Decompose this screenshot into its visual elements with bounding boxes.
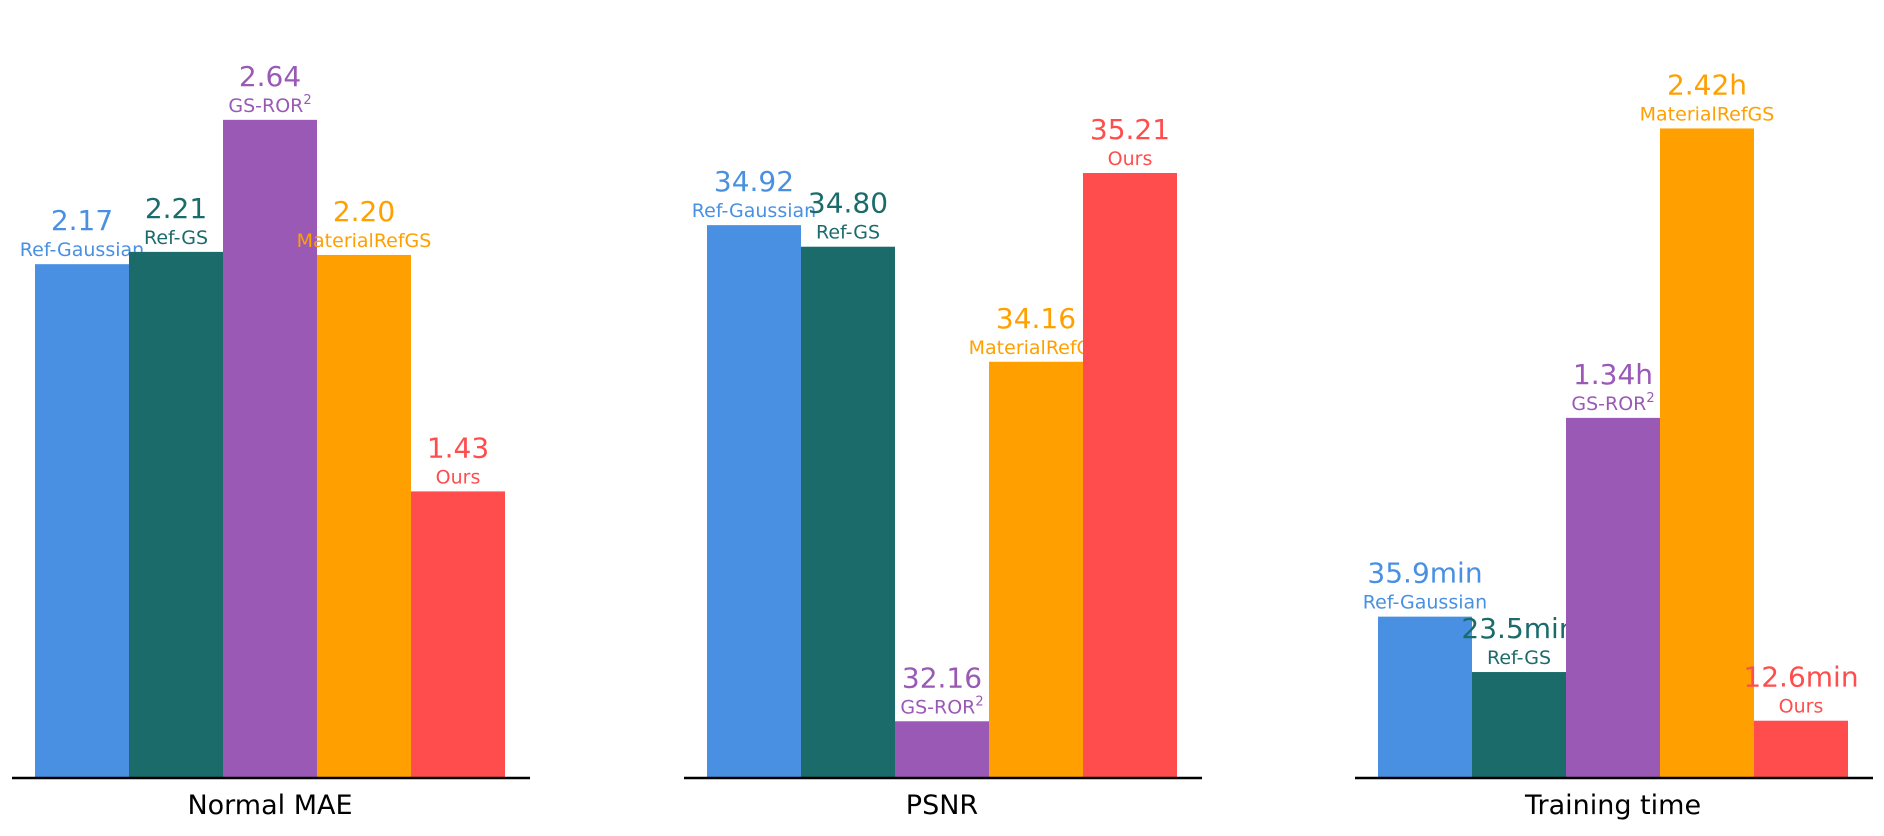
bar-ours	[1754, 720, 1848, 777]
x-axis-label: Training time	[1524, 790, 1701, 821]
method-name: GS-ROR	[1571, 393, 1646, 415]
bar-method-label: MaterialRefGS	[1640, 103, 1775, 125]
bar-materialrefgs	[989, 361, 1083, 777]
bar-value-label: 2.21	[145, 192, 207, 225]
bar-materialrefgs	[317, 254, 411, 778]
method-name: Ref-GS	[144, 227, 208, 249]
bar-value-label: 35.9min	[1367, 557, 1482, 590]
bar-value-label: 2.42h	[1667, 68, 1747, 101]
method-superscript: 2	[303, 93, 311, 108]
method-name: GS-ROR	[228, 95, 303, 117]
bar-value-label: 34.16	[996, 302, 1076, 335]
bar-value-label: 32.16	[902, 661, 982, 694]
method-name: MaterialRefGS	[1640, 103, 1775, 125]
bar-value-label: 23.5min	[1461, 612, 1576, 645]
bar-ref-gaussian	[35, 264, 129, 777]
bar-method-label: Ref-GS	[816, 222, 880, 244]
bar-ref-gs	[1472, 672, 1566, 777]
bar-method-label: GS-ROR2	[228, 93, 311, 117]
bar-method-label: Ref-Gaussian	[20, 239, 144, 261]
bar-method-label: Ours	[1108, 148, 1153, 170]
method-superscript: 2	[1646, 391, 1654, 406]
bar-gs-ror	[223, 119, 317, 777]
bar-ref-gaussian	[707, 225, 801, 777]
bar-gs-ror	[895, 721, 989, 777]
bar-method-label: MaterialRefGS	[297, 230, 432, 252]
method-name: Ref-GS	[1487, 647, 1551, 669]
bar-method-label: GS-ROR2	[1571, 391, 1654, 415]
bar-value-label: 35.21	[1090, 113, 1170, 146]
method-name: Ref-Gaussian	[20, 239, 144, 261]
bar-method-label: Ref-GS	[144, 227, 208, 249]
bar-method-label: Ours	[436, 466, 481, 488]
bar-method-label: Ref-Gaussian	[1363, 592, 1487, 614]
method-name: GS-ROR	[900, 696, 975, 718]
bar-value-label: 2.64	[239, 60, 301, 93]
method-name: Ours	[1108, 148, 1153, 170]
bar-ours	[411, 491, 505, 777]
method-name: Ref-GS	[816, 222, 880, 244]
method-superscript: 2	[975, 694, 983, 709]
x-axis-label: Normal MAE	[187, 790, 352, 821]
bar-method-label: Ref-Gaussian	[692, 200, 816, 222]
bar-value-label: 1.43	[427, 431, 489, 464]
method-name: MaterialRefGS	[297, 230, 432, 252]
bar-value-label: 34.80	[808, 187, 888, 220]
method-name: Ours	[436, 466, 481, 488]
bar-method-label: GS-ROR2	[900, 694, 983, 718]
bar-ref-gs	[801, 246, 895, 778]
bar-ref-gaussian	[1378, 616, 1472, 777]
bar-ours	[1083, 173, 1177, 777]
bar-value-label: 34.92	[714, 165, 794, 198]
bar-value-label: 1.34h	[1573, 358, 1653, 391]
x-axis-label: PSNR	[906, 790, 978, 821]
bar-materialrefgs	[1660, 128, 1754, 777]
bar-value-label: 12.6min	[1743, 661, 1858, 694]
bar-gs-ror	[1566, 417, 1660, 777]
bar-value-label: 2.17	[51, 204, 113, 237]
bar-method-label: MaterialRefGS	[969, 337, 1104, 359]
method-name: Ref-Gaussian	[1363, 592, 1487, 614]
method-name: MaterialRefGS	[969, 337, 1104, 359]
method-name: Ours	[1779, 696, 1824, 718]
method-name: Ref-Gaussian	[692, 200, 816, 222]
bar-value-label: 2.20	[333, 195, 395, 228]
bar-ref-gs	[129, 251, 223, 777]
bar-method-label: Ref-GS	[1487, 647, 1551, 669]
bar-method-label: Ours	[1779, 696, 1824, 718]
